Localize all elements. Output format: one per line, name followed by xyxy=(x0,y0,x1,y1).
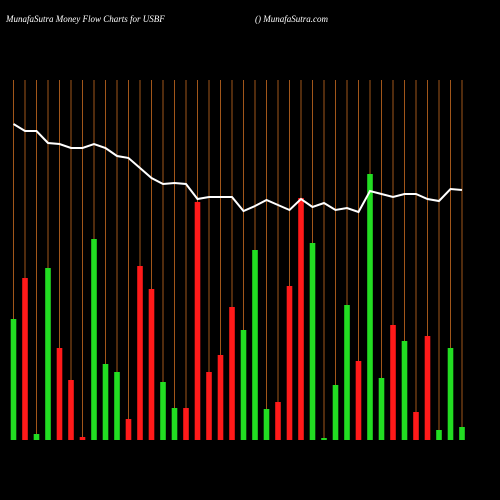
bar xyxy=(217,355,224,440)
bar xyxy=(206,372,212,440)
bar xyxy=(252,250,258,440)
bar xyxy=(344,305,350,440)
bar xyxy=(447,348,454,440)
bar xyxy=(183,408,189,440)
bar xyxy=(33,434,40,440)
chart-title: MunafaSutra Money Flow Charts for USBF xyxy=(5,14,165,24)
bar xyxy=(436,430,442,440)
chart-subtitle: () MunafaSutra.com xyxy=(255,14,328,24)
bar xyxy=(355,361,362,440)
bar xyxy=(321,438,327,440)
bar xyxy=(332,385,339,440)
bar xyxy=(45,268,51,440)
money-flow-line xyxy=(12,123,463,214)
bar xyxy=(22,278,28,440)
bar xyxy=(91,239,97,440)
bar xyxy=(114,372,120,440)
bar xyxy=(286,286,293,440)
bar xyxy=(79,437,86,440)
bar xyxy=(298,198,304,440)
bar xyxy=(263,409,270,440)
bar xyxy=(102,364,109,440)
bar xyxy=(378,378,385,440)
bar xyxy=(10,319,17,440)
bar xyxy=(459,427,465,440)
bar xyxy=(148,289,155,440)
bar xyxy=(171,408,178,440)
bar xyxy=(390,325,396,440)
bar xyxy=(424,336,431,440)
bar xyxy=(68,380,74,440)
bar xyxy=(413,412,419,440)
bar xyxy=(275,402,281,440)
bar xyxy=(309,243,316,440)
bar xyxy=(367,174,373,440)
bar xyxy=(125,419,132,440)
bar xyxy=(194,202,201,440)
bar xyxy=(401,341,408,440)
bar xyxy=(137,266,143,440)
bar xyxy=(160,382,166,440)
bar xyxy=(240,330,247,440)
bar xyxy=(56,348,63,440)
bar xyxy=(229,307,235,440)
